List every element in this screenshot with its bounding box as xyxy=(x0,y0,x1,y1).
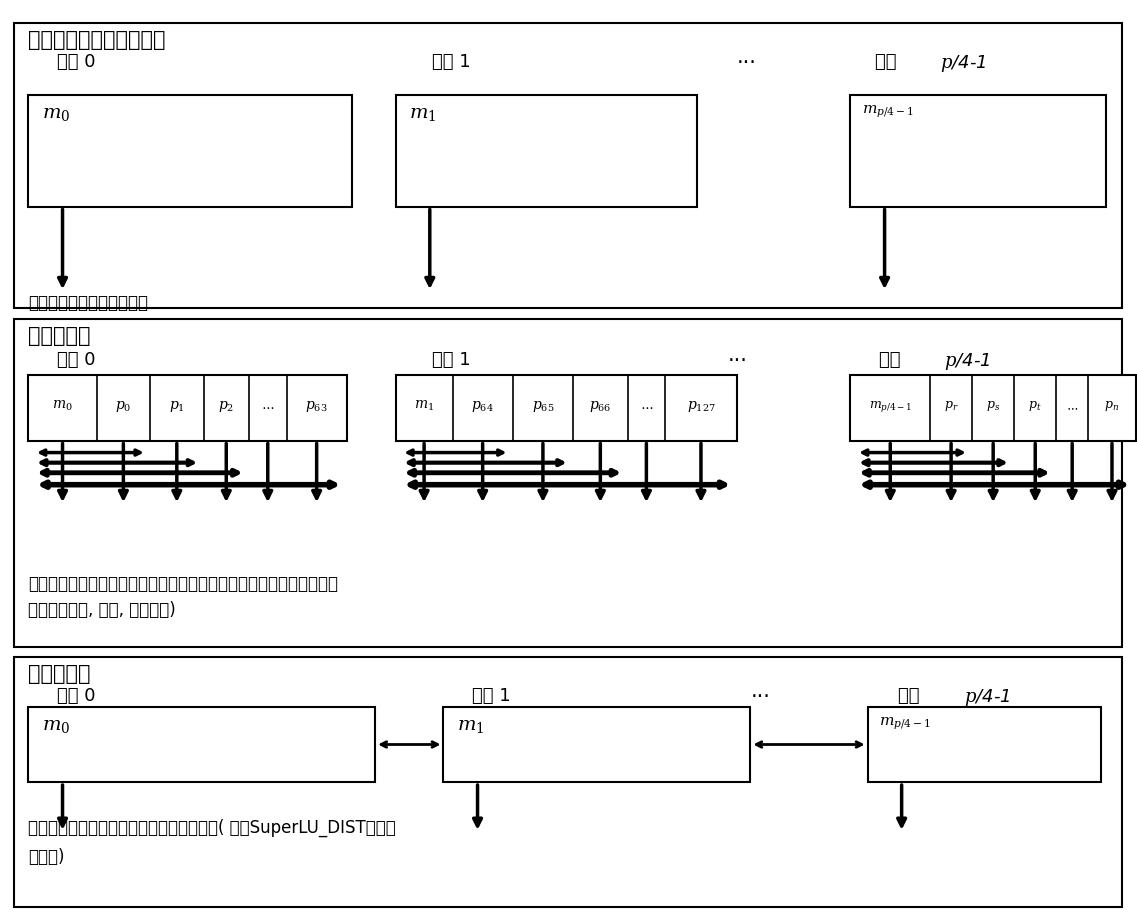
Text: 主核 1: 主核 1 xyxy=(472,687,511,705)
Text: 面方程): 面方程) xyxy=(28,848,65,867)
Text: 施加在主核上，各主核间存在全局通信交流( 通过SuperLU_DIST求解界: 施加在主核上，各主核间存在全局通信交流( 通过SuperLU_DIST求解界 xyxy=(28,819,396,837)
Text: $m_{p/4-1}$: $m_{p/4-1}$ xyxy=(869,398,912,414)
Text: $m_0$: $m_0$ xyxy=(52,399,73,413)
Text: $m_0$: $m_0$ xyxy=(42,104,70,123)
Text: 主核: 主核 xyxy=(898,687,926,705)
Text: 从核: 从核 xyxy=(879,351,906,369)
Bar xyxy=(850,95,1106,207)
Text: $p_0$: $p_0$ xyxy=(115,398,132,414)
Text: 主核: 主核 xyxy=(875,53,903,72)
Text: $p_{64}$: $p_{64}$ xyxy=(471,398,495,414)
Text: $m_0$: $m_0$ xyxy=(42,716,70,735)
Text: $p$/4-1: $p$/4-1 xyxy=(944,351,990,372)
Bar xyxy=(396,375,737,441)
Text: 第二层通信: 第二层通信 xyxy=(28,664,91,684)
Text: $\cdots$: $\cdots$ xyxy=(1067,399,1078,413)
Bar xyxy=(14,319,1122,647)
Bar xyxy=(28,95,352,207)
Text: 主核 0: 主核 0 xyxy=(57,53,96,72)
Bar xyxy=(14,23,1122,308)
Text: $\cdots$: $\cdots$ xyxy=(640,399,653,413)
Text: ···: ··· xyxy=(750,687,770,707)
Text: $p_{63}$: $p_{63}$ xyxy=(306,398,327,414)
Text: $p$/4-1: $p$/4-1 xyxy=(964,687,1011,708)
Text: 主核 1: 主核 1 xyxy=(432,53,471,72)
Text: $p_2$: $p_2$ xyxy=(218,398,234,414)
Text: 组装系统方程, 缩聚, 结果回代): 组装系统方程, 缩聚, 结果回代) xyxy=(28,601,176,620)
Text: $m_{p/4-1}$: $m_{p/4-1}$ xyxy=(879,716,931,733)
Bar xyxy=(396,95,697,207)
Text: 施加在主核上，无通信交流: 施加在主核上，无通信交流 xyxy=(28,294,149,312)
Text: $m_1$: $m_1$ xyxy=(409,104,437,123)
Text: $p_n$: $p_n$ xyxy=(1104,399,1120,413)
Bar xyxy=(14,657,1122,907)
Text: $p_t$: $p_t$ xyxy=(1029,399,1041,413)
Bar xyxy=(28,375,347,441)
Text: 从核 1: 从核 1 xyxy=(432,351,471,369)
Text: $p$/4-1: $p$/4-1 xyxy=(940,53,987,74)
Text: ···: ··· xyxy=(728,351,747,371)
Text: $m_1$: $m_1$ xyxy=(457,716,484,735)
Text: $m_{p/4-1}$: $m_{p/4-1}$ xyxy=(862,104,914,120)
Text: $p_1$: $p_1$ xyxy=(169,398,184,414)
Bar xyxy=(850,375,1136,441)
Text: $\cdots$: $\cdots$ xyxy=(262,399,274,413)
Text: $p_{65}$: $p_{65}$ xyxy=(532,398,554,414)
Text: 第一层通信: 第一层通信 xyxy=(28,326,91,346)
Text: 主核 0: 主核 0 xyxy=(57,687,96,705)
Text: $p_r$: $p_r$ xyxy=(944,399,958,413)
Text: 施加在从核上，从核仅与主核间存在局部通信交流（包括：访问数据，: 施加在从核上，从核仅与主核间存在局部通信交流（包括：访问数据， xyxy=(28,575,339,593)
Text: $p_s$: $p_s$ xyxy=(986,399,1001,413)
Bar xyxy=(28,707,375,782)
Text: $p_{127}$: $p_{127}$ xyxy=(687,398,715,414)
Text: ···: ··· xyxy=(737,53,756,73)
Text: 从核 0: 从核 0 xyxy=(57,351,96,369)
Text: $p_{66}$: $p_{66}$ xyxy=(589,398,612,414)
Bar xyxy=(868,707,1101,782)
Text: 基于多文件流的数据读取: 基于多文件流的数据读取 xyxy=(28,30,166,50)
Bar xyxy=(443,707,750,782)
Text: $m_1$: $m_1$ xyxy=(414,399,434,413)
